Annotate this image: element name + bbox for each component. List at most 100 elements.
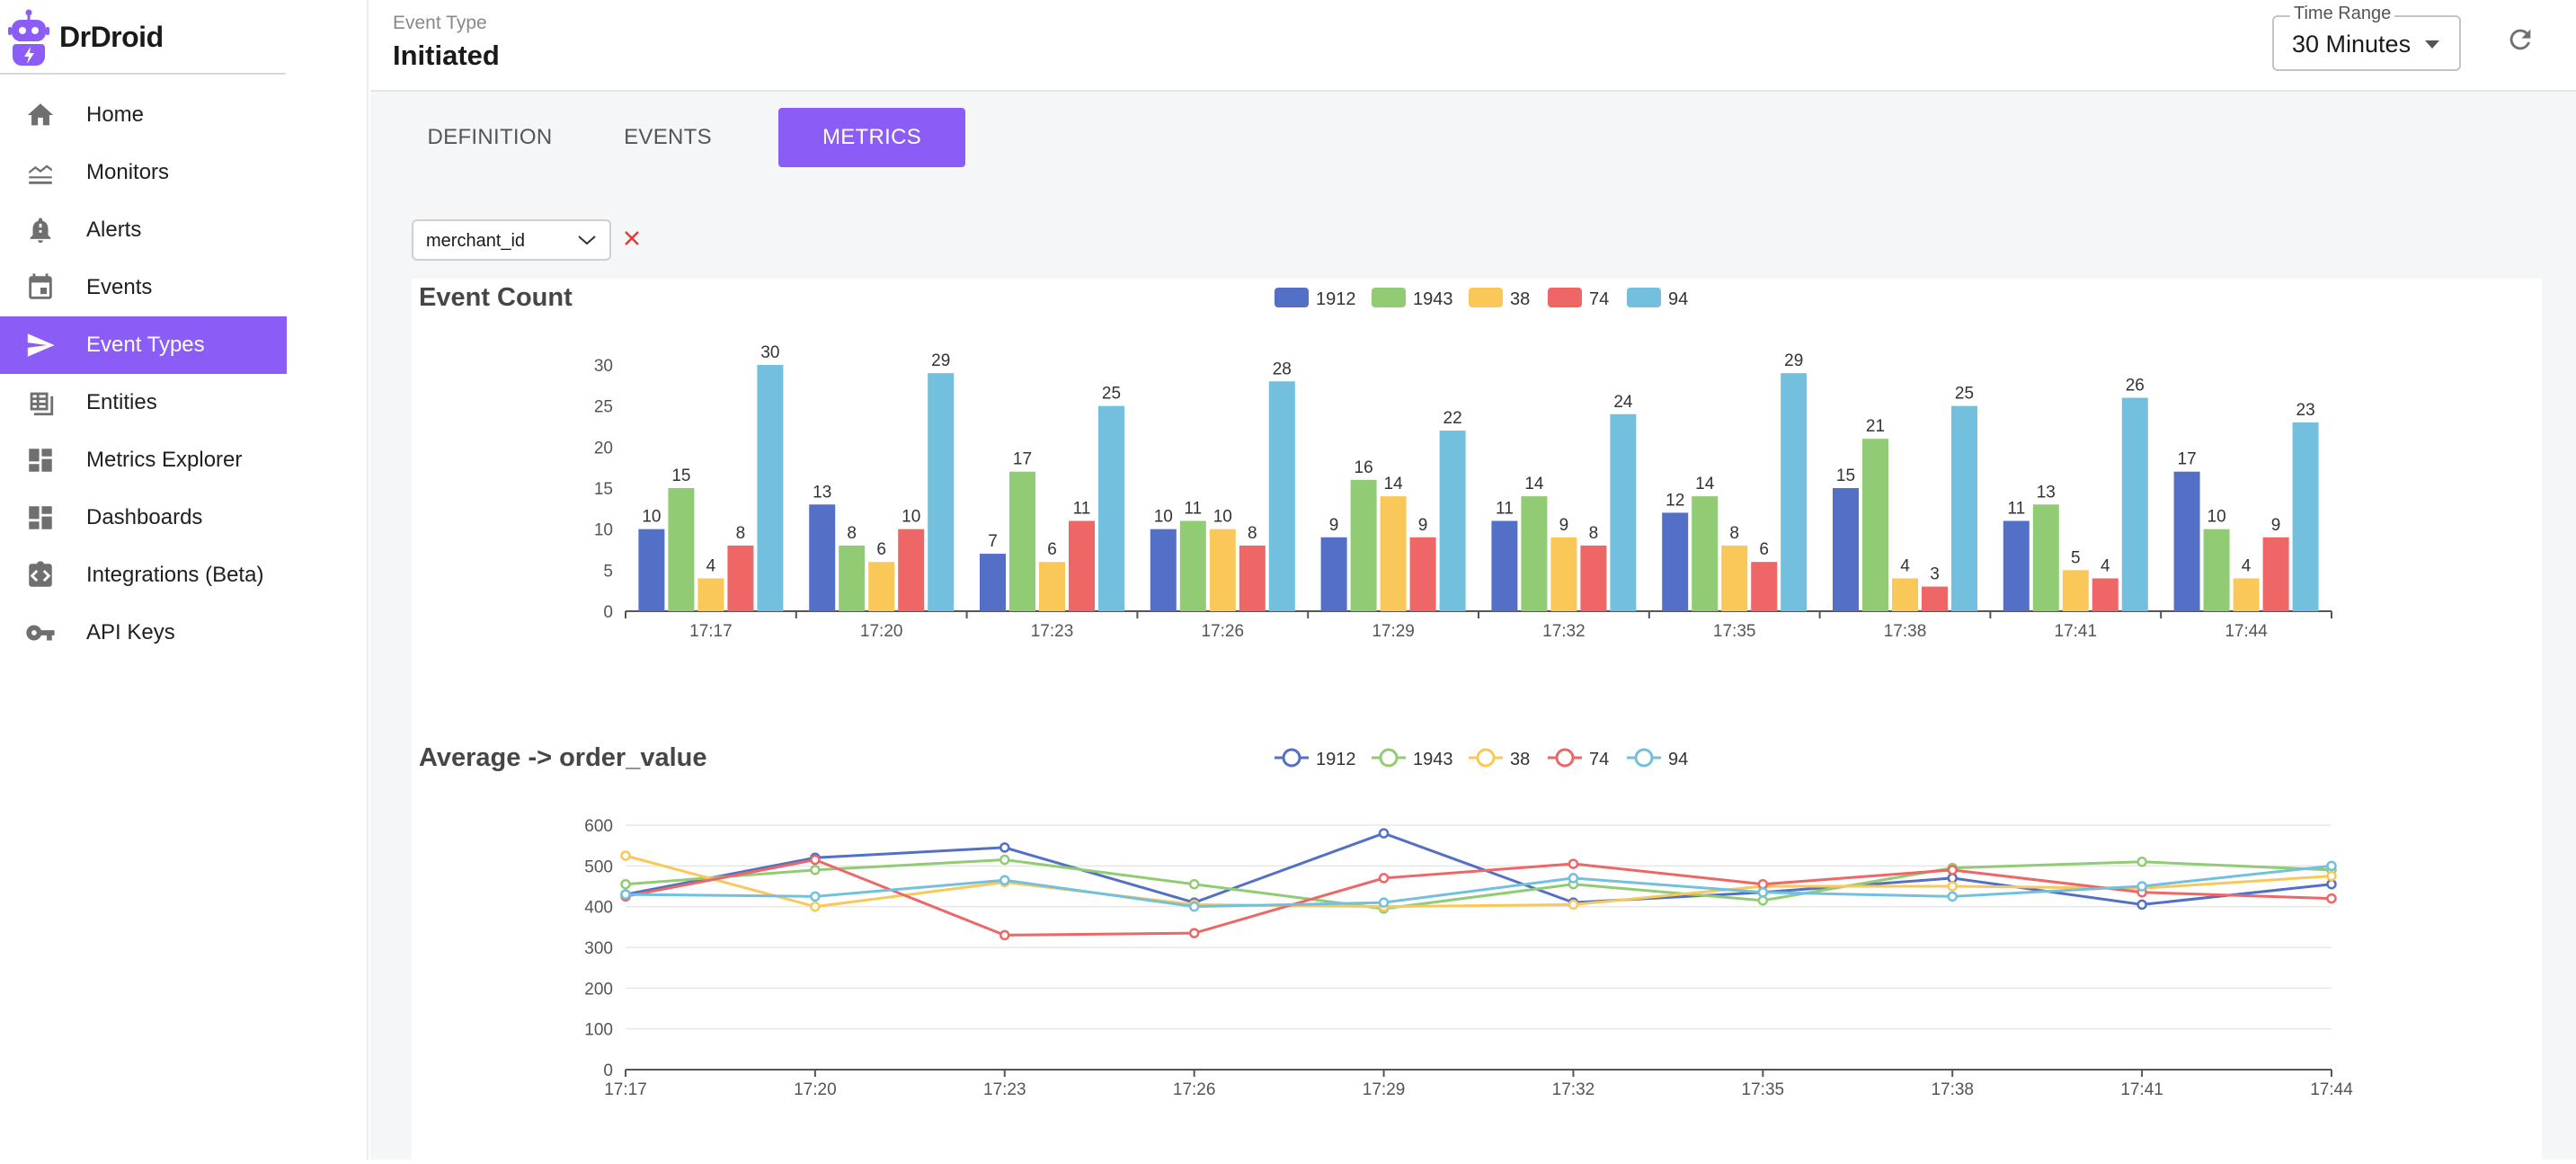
bar: [1069, 520, 1095, 611]
sidebar-item-events[interactable]: Events: [0, 259, 287, 316]
bar: [2062, 570, 2089, 611]
bar: [1098, 405, 1124, 611]
sidebar-item-label: Event Types: [86, 333, 205, 357]
bar: [1922, 586, 1948, 611]
legend-swatch: [1627, 288, 1661, 307]
bar: [2292, 422, 2319, 611]
dashboard-grid-icon: [24, 502, 57, 534]
bar: [2262, 537, 2289, 611]
series-line: [625, 831, 2332, 906]
group-by-select[interactable]: merchant_id: [412, 219, 611, 261]
clear-filter-button[interactable]: [618, 225, 645, 252]
bar-value-label: 17: [1013, 450, 1032, 469]
bar-value-label: 8: [847, 524, 857, 543]
sidebar-item-alerts[interactable]: Alerts: [0, 201, 287, 259]
data-point: [2326, 893, 2337, 904]
caret-down-icon: [2425, 40, 2439, 49]
data-point: [1378, 828, 1390, 839]
sidebar-item-label: Monitors: [86, 160, 170, 184]
time-range-select[interactable]: Time Range 30 Minutes: [2272, 4, 2461, 71]
series-line: [625, 858, 2332, 911]
bar-value-label: 9: [2271, 516, 2281, 535]
legend-label: 74: [1589, 750, 1609, 769]
bar: [1380, 496, 1407, 611]
bar-value-label: 10: [642, 508, 661, 527]
data-point: [620, 889, 631, 900]
x-tick-label: 17:44: [2310, 1080, 2353, 1099]
bar-value-label: 29: [931, 351, 950, 370]
data-point: [1947, 881, 1958, 892]
x-tick-label: 17:38: [1884, 622, 1927, 641]
sidebar-divider: [0, 73, 286, 75]
integration-icon: [24, 559, 57, 591]
sidebar-item-dashboards[interactable]: Dashboards: [0, 489, 287, 546]
data-point: [999, 929, 1010, 941]
bar: [928, 373, 955, 611]
robot-logo-icon: [8, 9, 49, 66]
sidebar-item-label: Alerts: [86, 218, 142, 242]
y-tick-label: 100: [584, 1021, 613, 1040]
legend-label: 38: [1510, 289, 1530, 309]
bar: [980, 554, 1006, 611]
legend-swatch: [1275, 288, 1309, 307]
data-point: [2136, 857, 2147, 867]
y-tick-label: 600: [584, 817, 613, 836]
bar: [1268, 381, 1295, 611]
refresh-icon: [2509, 29, 2531, 50]
refresh-button[interactable]: [2500, 20, 2540, 59]
bar-value-label: 13: [2037, 483, 2056, 502]
bar: [1721, 545, 1748, 611]
home-icon: [24, 99, 57, 131]
tab-metrics[interactable]: METRICS: [778, 108, 965, 167]
bar: [1320, 537, 1347, 611]
sidebar-item-event-types[interactable]: Event Types: [0, 316, 287, 374]
bar-value-label: 11: [1073, 500, 1091, 519]
data-point: [1378, 873, 1390, 884]
chart-title: Event Count: [419, 283, 573, 312]
data-point: [2136, 881, 2147, 892]
bar: [1439, 431, 1466, 611]
sidebar-item-monitors[interactable]: Monitors: [0, 144, 287, 201]
bar: [2203, 529, 2230, 611]
x-tick-label: 17:26: [1202, 622, 1245, 641]
data-point: [2326, 870, 2337, 882]
x-tick-label: 17:35: [1742, 1080, 1785, 1099]
bar: [1350, 479, 1377, 611]
bar: [1862, 439, 1888, 611]
bar-value-label: 8: [736, 524, 746, 543]
data-point: [1757, 895, 1769, 906]
x-tick-label: 17:20: [860, 622, 903, 641]
bar: [809, 504, 836, 611]
chevron-down-icon: [578, 235, 596, 245]
sidebar-item-integrations[interactable]: Integrations (Beta): [0, 546, 287, 604]
bar: [2173, 471, 2200, 611]
sidebar-item-entities[interactable]: Entities: [0, 374, 287, 431]
data-point: [1757, 878, 1769, 890]
group-by-value: merchant_id: [426, 231, 526, 251]
y-tick-label: 0: [603, 1062, 613, 1080]
time-range-label: Time Range: [2290, 4, 2395, 24]
data-point: [999, 842, 1010, 853]
data-point: [999, 875, 1010, 885]
sidebar-item-api-keys[interactable]: API Keys: [0, 604, 287, 662]
bar-value-label: 15: [1836, 466, 1855, 485]
tab-definition[interactable]: DEFINITION: [427, 125, 553, 149]
x-tick-label: 17:17: [689, 622, 733, 641]
bar-value-label: 4: [706, 556, 716, 575]
bar-value-label: 29: [1784, 351, 1803, 370]
bar: [1179, 520, 1206, 611]
x-tick-label: 17:17: [604, 1080, 647, 1099]
data-point: [810, 865, 821, 875]
page-title: Initiated: [393, 40, 500, 71]
x-tick-label: 17:35: [1713, 622, 1756, 641]
bell-alert-icon: [24, 214, 57, 246]
bar-value-label: 28: [1273, 360, 1292, 378]
sidebar-item-home[interactable]: Home: [0, 86, 287, 144]
tab-events[interactable]: EVENTS: [624, 125, 712, 149]
brand[interactable]: DrDroid: [7, 5, 164, 68]
sidebar-item-metrics-explorer[interactable]: Metrics Explorer: [0, 431, 287, 489]
bar: [1491, 520, 1518, 611]
data-point: [2326, 860, 2337, 872]
x-tick-label: 17:41: [2120, 1080, 2163, 1099]
bar: [1610, 413, 1637, 611]
